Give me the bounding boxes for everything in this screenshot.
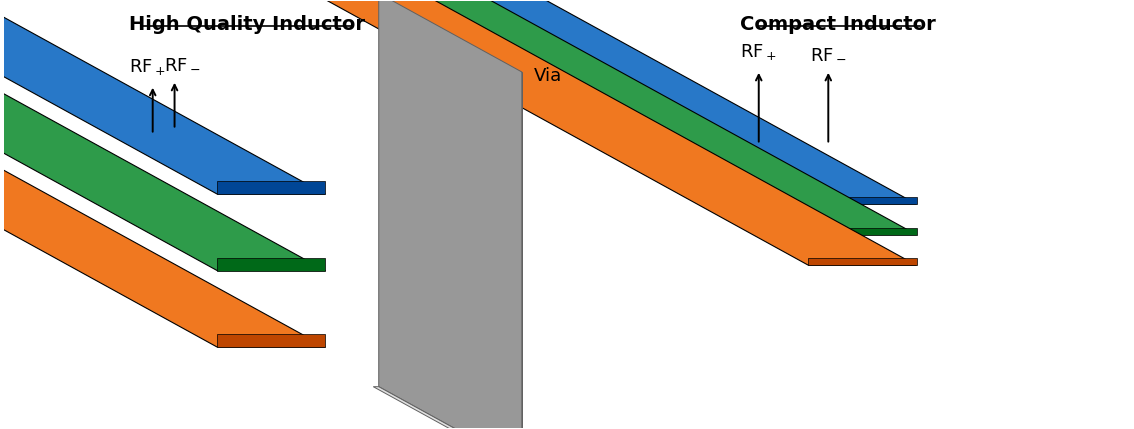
Polygon shape <box>0 0 916 265</box>
Text: Via: Via <box>534 67 562 85</box>
Polygon shape <box>0 0 916 204</box>
Text: High Quality Inductor: High Quality Inductor <box>129 15 365 34</box>
Polygon shape <box>0 0 916 235</box>
Polygon shape <box>0 0 325 271</box>
Polygon shape <box>379 0 522 429</box>
Polygon shape <box>809 228 916 235</box>
Polygon shape <box>0 0 325 194</box>
Text: Compact Inductor: Compact Inductor <box>741 15 936 34</box>
Text: RF$_+$: RF$_+$ <box>741 42 777 62</box>
Polygon shape <box>218 334 325 347</box>
Polygon shape <box>373 387 522 429</box>
Polygon shape <box>218 257 325 271</box>
Text: RF$_-$: RF$_-$ <box>164 54 201 72</box>
Polygon shape <box>218 181 325 194</box>
Polygon shape <box>809 197 916 204</box>
Text: RF$_-$: RF$_-$ <box>810 44 847 62</box>
Polygon shape <box>809 258 916 265</box>
Polygon shape <box>0 0 325 347</box>
Text: RF$_+$: RF$_+$ <box>129 57 166 77</box>
Polygon shape <box>516 72 522 429</box>
